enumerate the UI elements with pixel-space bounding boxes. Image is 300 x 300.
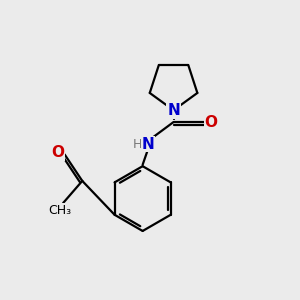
Text: N: N (167, 103, 180, 118)
Text: N: N (142, 136, 154, 152)
Text: CH₃: CH₃ (49, 204, 72, 217)
Text: H: H (133, 138, 142, 151)
Text: O: O (205, 115, 218, 130)
Text: O: O (52, 146, 64, 160)
